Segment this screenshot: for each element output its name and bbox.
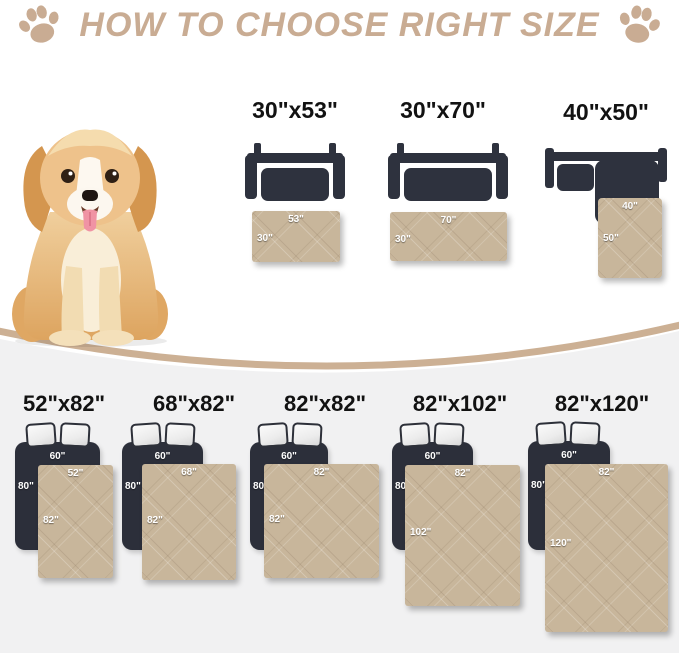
blanket-swatch: 70" 30" <box>390 212 507 261</box>
blanket-swatch: 68" 82" <box>142 464 236 580</box>
blanket-swatch: 53" 30" <box>252 211 340 262</box>
page-title: HOW TO CHOOSE RIGHT SIZE <box>79 5 600 44</box>
sofa-icon <box>388 143 508 201</box>
sofa-size-heading: 40"x50" <box>563 99 649 125</box>
bed-width-label: 60" <box>424 451 441 462</box>
paw-icon <box>619 5 660 43</box>
blanket-swatch: 82" 82" <box>264 464 379 578</box>
cover-width-label: 70" <box>440 215 457 226</box>
pillow-icon <box>569 421 601 447</box>
bed-size-heading: 82"x102" <box>412 391 508 416</box>
dog-photo <box>12 129 168 347</box>
blanket-swatch: 82" 120" <box>545 464 668 632</box>
bed-width-label: 60" <box>49 451 66 462</box>
pillow-icon <box>25 421 57 449</box>
blanket-swatch: 82" 102" <box>405 465 520 606</box>
pillow-icon <box>291 422 323 448</box>
bed-length-label: 80" <box>531 480 547 492</box>
cover-length-label: 50" <box>603 233 619 245</box>
bed-size-heading: 52"x82" <box>22 391 106 416</box>
cover-width-label: 82" <box>598 467 615 478</box>
bed-length-label: 80" <box>253 480 269 492</box>
page-header: HOW TO CHOOSE RIGHT SIZE <box>0 0 679 50</box>
sofa-size-heading: 30"x53" <box>252 97 338 123</box>
bed-size-heading: 82"x82" <box>283 391 367 416</box>
bed-width-label: 60" <box>281 451 297 462</box>
pillow-icon <box>535 420 567 448</box>
pillow-icon <box>399 421 431 449</box>
cover-length-label: 30" <box>395 233 411 245</box>
pillow-icon <box>433 422 465 448</box>
blanket-swatch: 52" 82" <box>38 465 113 578</box>
cover-length-label: 120" <box>550 537 572 549</box>
paw-icon <box>19 5 59 43</box>
cover-width-label: 53" <box>288 214 304 225</box>
bed-length-label: 80" <box>395 480 411 492</box>
pillow-icon <box>164 422 196 448</box>
sofa-size-heading: 30"x70" <box>400 97 486 123</box>
bed-length-label: 80" <box>125 480 141 492</box>
bed-size-heading: 68"x82" <box>152 391 236 416</box>
sofa-icon <box>245 143 345 201</box>
bed-width-label: 60" <box>154 451 171 462</box>
pillow-icon <box>257 421 289 449</box>
cover-length-label: 30" <box>257 233 273 245</box>
cover-width-label: 82" <box>313 467 330 478</box>
cover-width-label: 40" <box>622 201 638 212</box>
cover-length-label: 82" <box>147 515 163 527</box>
cover-width-label: 82" <box>454 468 471 479</box>
cover-width-label: 52" <box>67 468 84 479</box>
cover-length-label: 82" <box>43 514 59 526</box>
bed-width-label: 60" <box>561 450 577 461</box>
bed-size-heading: 82"x120" <box>554 391 650 416</box>
blanket-swatch: 40" 50" <box>598 198 662 278</box>
cover-length-label: 102" <box>410 527 432 539</box>
cover-width-label: 68" <box>181 467 197 478</box>
pillow-icon <box>59 422 91 448</box>
bed-length-label: 80" <box>18 480 34 492</box>
pillow-icon <box>130 421 162 449</box>
cover-length-label: 82" <box>269 514 285 526</box>
